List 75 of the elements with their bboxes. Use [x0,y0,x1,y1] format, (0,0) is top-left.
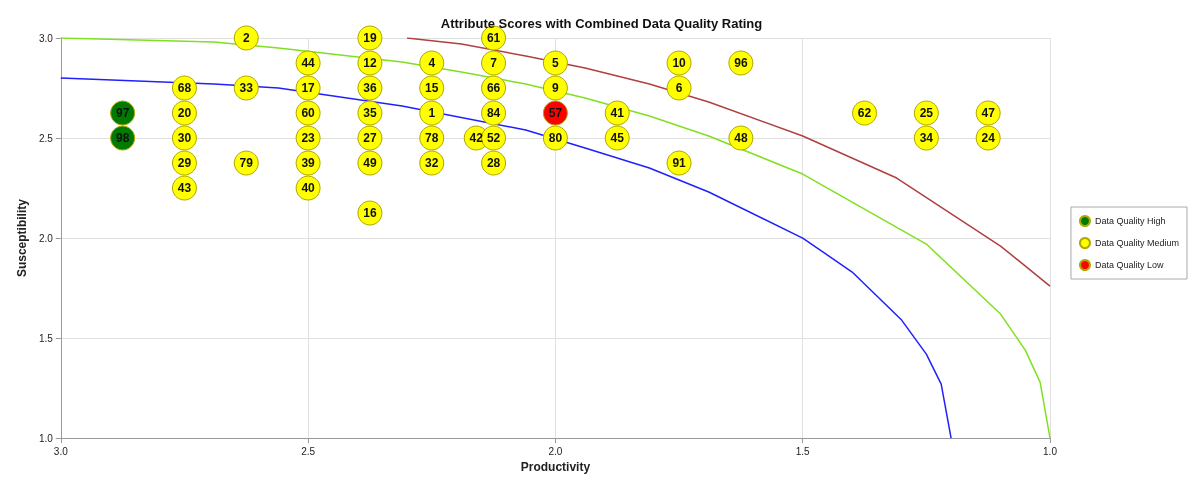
annotation: 39 [301,156,316,171]
annotation: 44 [301,56,316,71]
annotation: 30 [177,131,192,146]
annotation: 52 [486,131,501,146]
annotation: 9 [552,81,560,96]
annotation: 27 [363,131,377,146]
annotation: 97 [115,106,130,121]
annotation: 10 [672,56,687,71]
annotation: 34 [919,131,934,146]
y-tick-label: 1.5 [38,332,54,344]
x-tick-label: 3.0 [53,445,69,457]
x-tick-label: 1.0 [1043,445,1058,457]
annotation: 33 [239,81,254,96]
y-tick-label: 3.0 [38,32,54,44]
point [481,50,507,76]
annotation: 15 [425,81,439,96]
y-tick-label: 2.0 [38,232,54,244]
x-axis-title: Productivity [520,460,591,474]
annotation: 78 [425,131,439,146]
annotation: 79 [239,156,254,171]
annotation: 84 [486,106,501,121]
annotation: 7 [490,56,498,71]
annotation: 42 [469,131,484,146]
x-tick-label: 1.5 [795,445,811,457]
legend-label: Data Quality High [1094,216,1166,226]
annotation: 48 [734,131,748,146]
annotation: 2 [242,31,250,45]
annotation: 98 [115,131,130,146]
annotation: 96 [734,56,748,71]
annotation: 45 [610,131,625,146]
annotation: 68 [177,81,192,96]
annotation: 61 [486,31,501,45]
chart-title: Attribute Scores with Combined Data Quality Rating [440,16,763,31]
annotation: 29 [177,156,192,171]
y-axis-title: Susceptibility [15,198,29,278]
annotation: 12 [363,56,377,71]
y-tick-label: 1.0 [38,432,54,444]
annotation: 17 [301,81,316,96]
annotation: 6 [675,81,683,96]
x-tick-label: 2.0 [548,445,563,457]
annotation: 19 [363,31,377,45]
annotation: 47 [981,106,996,121]
annotation: 41 [610,106,625,121]
annotation: 20 [177,106,192,121]
annotation: 49 [363,156,377,171]
x-tick-label: 2.5 [301,445,316,457]
point [542,75,568,101]
point [419,100,445,126]
annotation: 5 [552,56,560,71]
annotation: 16 [363,206,377,221]
annotation: 32 [425,156,439,171]
annotation: 43 [177,181,192,196]
point [233,25,259,51]
legend-label: Data Quality Medium [1094,238,1180,248]
y-tick-label: 2.5 [38,132,54,144]
annotation: 62 [857,106,872,121]
line-series [60,77,952,439]
annotation: 23 [301,131,316,146]
annotation: 60 [301,106,316,121]
annotation: 1 [428,106,436,121]
annotation: 35 [363,106,377,121]
point [419,50,445,76]
annotation: 28 [486,156,501,171]
annotation: 40 [301,181,316,196]
annotation: 57 [548,106,563,121]
annotation: 4 [428,56,436,71]
point [542,50,568,76]
annotation: 25 [919,106,934,121]
legend-label: Data Quality Low [1094,260,1164,270]
annotation: 91 [672,156,687,171]
annotation: 24 [981,131,996,146]
annotation: 66 [486,81,501,96]
annotation: 36 [363,81,377,96]
point [666,75,692,101]
annotation: 80 [548,131,563,146]
